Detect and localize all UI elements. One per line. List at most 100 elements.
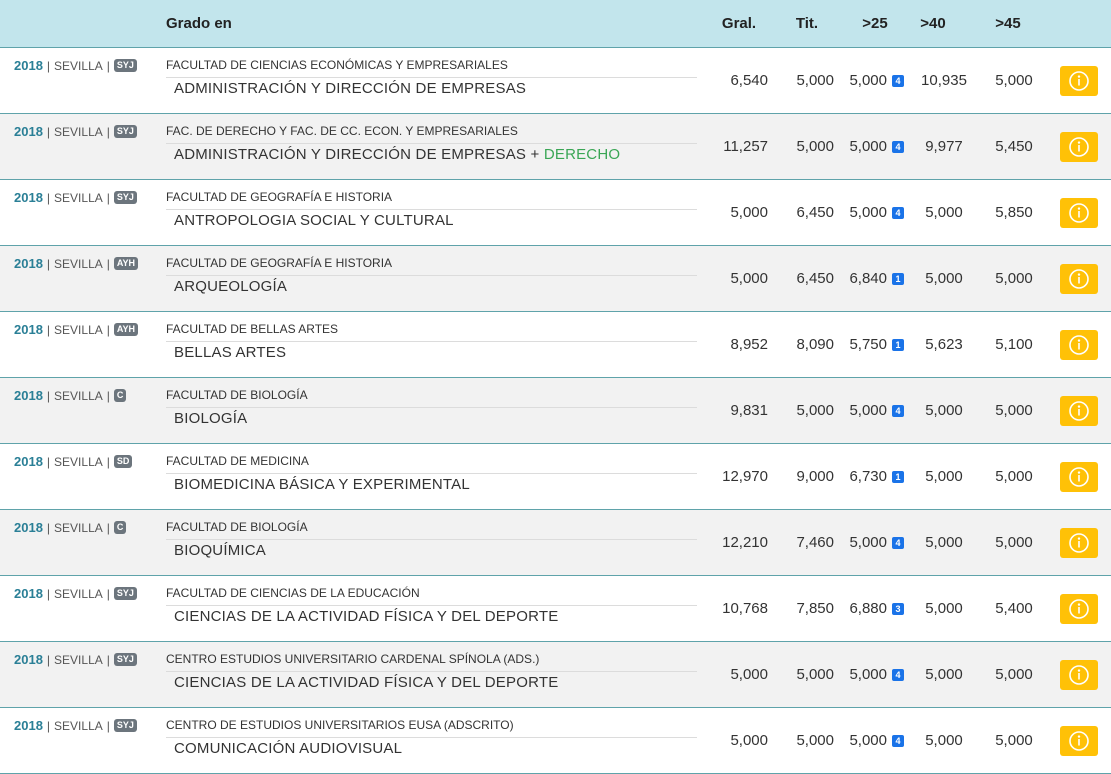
grade-titled: 6,450 bbox=[796, 270, 834, 287]
campus-badge: C bbox=[113, 521, 127, 534]
degree-name: CIENCIAS DE LA ACTIVIDAD FÍSICA Y DEL DE… bbox=[174, 608, 559, 625]
over-25-badge: 3 bbox=[892, 603, 904, 615]
table-row: 2018 | SEVILLA | AYH FACULTAD DE GEOGRAFÍA E … bbox=[0, 246, 1111, 312]
info-button[interactable] bbox=[1060, 132, 1098, 162]
city: SEVILLA bbox=[54, 520, 103, 535]
column-header: >45 bbox=[995, 15, 1021, 32]
row-meta: 2018 | SEVILLA | SYJ bbox=[14, 652, 137, 667]
degree-name: COMUNICACIÓN AUDIOVISUAL bbox=[174, 740, 403, 757]
degree: COMUNICACIÓN AUDIOVISUAL bbox=[174, 740, 402, 757]
separator: | bbox=[106, 652, 110, 667]
campus-badge: SYJ bbox=[113, 587, 137, 600]
faculty: FACULTAD DE CIENCIAS ECONÓMICAS Y EMPRES… bbox=[166, 58, 508, 72]
city: SEVILLA bbox=[54, 58, 103, 73]
degree-name: ANTROPOLOGIA SOCIAL Y CULTURAL bbox=[174, 212, 454, 229]
grade-over-45: 5,000 bbox=[995, 666, 1033, 683]
table-row: 2018 | SEVILLA | AYH FACULTAD DE BELLAS ARTES… bbox=[0, 312, 1111, 378]
info-icon bbox=[1069, 599, 1089, 619]
column-header: >25 bbox=[862, 15, 888, 32]
grade-over-25: 5,000 bbox=[849, 138, 887, 155]
campus-badge: SYJ bbox=[113, 719, 137, 732]
table-row: 2018 | SEVILLA | SYJ FACULTAD DE CIENCIAS DE … bbox=[0, 576, 1111, 642]
faculty-rule bbox=[166, 77, 697, 78]
separator: | bbox=[46, 322, 51, 337]
grade-titled: 5,000 bbox=[796, 72, 834, 89]
faculty-rule bbox=[166, 209, 697, 210]
over-25-badge: 4 bbox=[892, 405, 904, 417]
table-row: 2018 | SEVILLA | C FACULTAD DE BIOLOGÍA BIOLOG… bbox=[0, 378, 1111, 444]
separator: | bbox=[106, 454, 110, 469]
row-meta: 2018 | SEVILLA | AYH bbox=[14, 322, 139, 337]
faculty-rule bbox=[166, 737, 697, 738]
separator: | bbox=[106, 58, 110, 73]
row-meta: 2018 | SEVILLA | C bbox=[14, 520, 127, 535]
info-icon bbox=[1069, 467, 1089, 487]
faculty: FACULTAD DE BELLAS ARTES bbox=[166, 322, 339, 336]
degree: CIENCIAS DE LA ACTIVIDAD FÍSICA Y DEL DE… bbox=[174, 608, 558, 625]
city: SEVILLA bbox=[54, 652, 103, 667]
campus-badge: SYJ bbox=[113, 59, 137, 72]
campus-badge: C bbox=[113, 389, 127, 402]
grade-over-45: 5,000 bbox=[995, 732, 1033, 749]
info-button[interactable] bbox=[1060, 66, 1098, 96]
info-button[interactable] bbox=[1060, 198, 1098, 228]
column-header: Tit. bbox=[795, 15, 819, 32]
year: 2018 bbox=[14, 322, 43, 337]
year: 2018 bbox=[14, 58, 43, 73]
over-25-badge: 1 bbox=[892, 471, 904, 483]
separator: | bbox=[46, 718, 51, 733]
separator: | bbox=[46, 124, 51, 139]
row-meta: 2018 | SEVILLA | SD bbox=[14, 454, 133, 469]
table-row: 2018 | SEVILLA | SYJ CENTRO ESTUDIOS UNIVERSI… bbox=[0, 642, 1111, 708]
info-icon bbox=[1069, 269, 1089, 289]
info-button[interactable] bbox=[1060, 330, 1098, 360]
faculty: CENTRO DE ESTUDIOS UNIVERSITARIOS EUSA (… bbox=[166, 718, 514, 732]
info-button[interactable] bbox=[1060, 594, 1098, 624]
info-button[interactable] bbox=[1060, 462, 1098, 492]
grade-general: 11,257 bbox=[723, 138, 768, 155]
grade-over-40: 5,000 bbox=[925, 402, 963, 419]
year: 2018 bbox=[14, 520, 43, 535]
column-header: >40 bbox=[920, 15, 946, 32]
city: SEVILLA bbox=[54, 322, 103, 337]
city: SEVILLA bbox=[54, 388, 103, 403]
info-icon bbox=[1069, 335, 1089, 355]
separator: | bbox=[46, 454, 51, 469]
info-button[interactable] bbox=[1060, 264, 1098, 294]
grade-titled: 7,460 bbox=[796, 534, 834, 551]
campus-badge: SYJ bbox=[113, 191, 137, 204]
grade-over-25: 5,000 bbox=[849, 402, 887, 419]
info-button[interactable] bbox=[1060, 726, 1098, 756]
grade-general: 12,210 bbox=[722, 534, 768, 551]
column-header: Gral. bbox=[721, 15, 757, 32]
info-button[interactable] bbox=[1060, 396, 1098, 426]
over-25-badge: 1 bbox=[892, 339, 904, 351]
faculty-rule bbox=[166, 539, 697, 540]
faculty: FACULTAD DE GEOGRAFÍA E HISTORIA bbox=[166, 256, 393, 270]
info-button[interactable] bbox=[1060, 528, 1098, 558]
grade-titled: 8,090 bbox=[796, 336, 834, 353]
over-25-badge: 4 bbox=[892, 75, 904, 87]
degree-name: CIENCIAS DE LA ACTIVIDAD FÍSICA Y DEL DE… bbox=[174, 674, 559, 691]
degree: CIENCIAS DE LA ACTIVIDAD FÍSICA Y DEL DE… bbox=[174, 674, 558, 691]
grade-titled: 9,000 bbox=[796, 468, 834, 485]
faculty-rule bbox=[166, 275, 697, 276]
grade-general: 5,000 bbox=[730, 204, 768, 221]
table-row: 2018 | SEVILLA | SYJ FACULTAD DE GEOGRAFÍA E … bbox=[0, 180, 1111, 246]
year: 2018 bbox=[14, 454, 43, 469]
info-button[interactable] bbox=[1060, 660, 1098, 690]
grade-titled: 5,000 bbox=[796, 666, 834, 683]
grade-over-45: 5,000 bbox=[995, 270, 1033, 287]
city: SEVILLA bbox=[54, 718, 103, 733]
grade-over-25: 5,000 bbox=[849, 666, 887, 683]
faculty: FACULTAD DE CIENCIAS DE LA EDUCACIÓN bbox=[166, 586, 420, 600]
info-icon bbox=[1069, 71, 1089, 91]
separator: | bbox=[106, 124, 110, 139]
grade-over-40: 5,623 bbox=[925, 336, 963, 353]
degree-name: ADMINISTRACIÓN Y DIRECCIÓN DE EMPRESAS bbox=[174, 146, 527, 163]
separator: | bbox=[106, 520, 110, 535]
city: SEVILLA bbox=[54, 256, 103, 271]
info-icon bbox=[1069, 137, 1089, 157]
